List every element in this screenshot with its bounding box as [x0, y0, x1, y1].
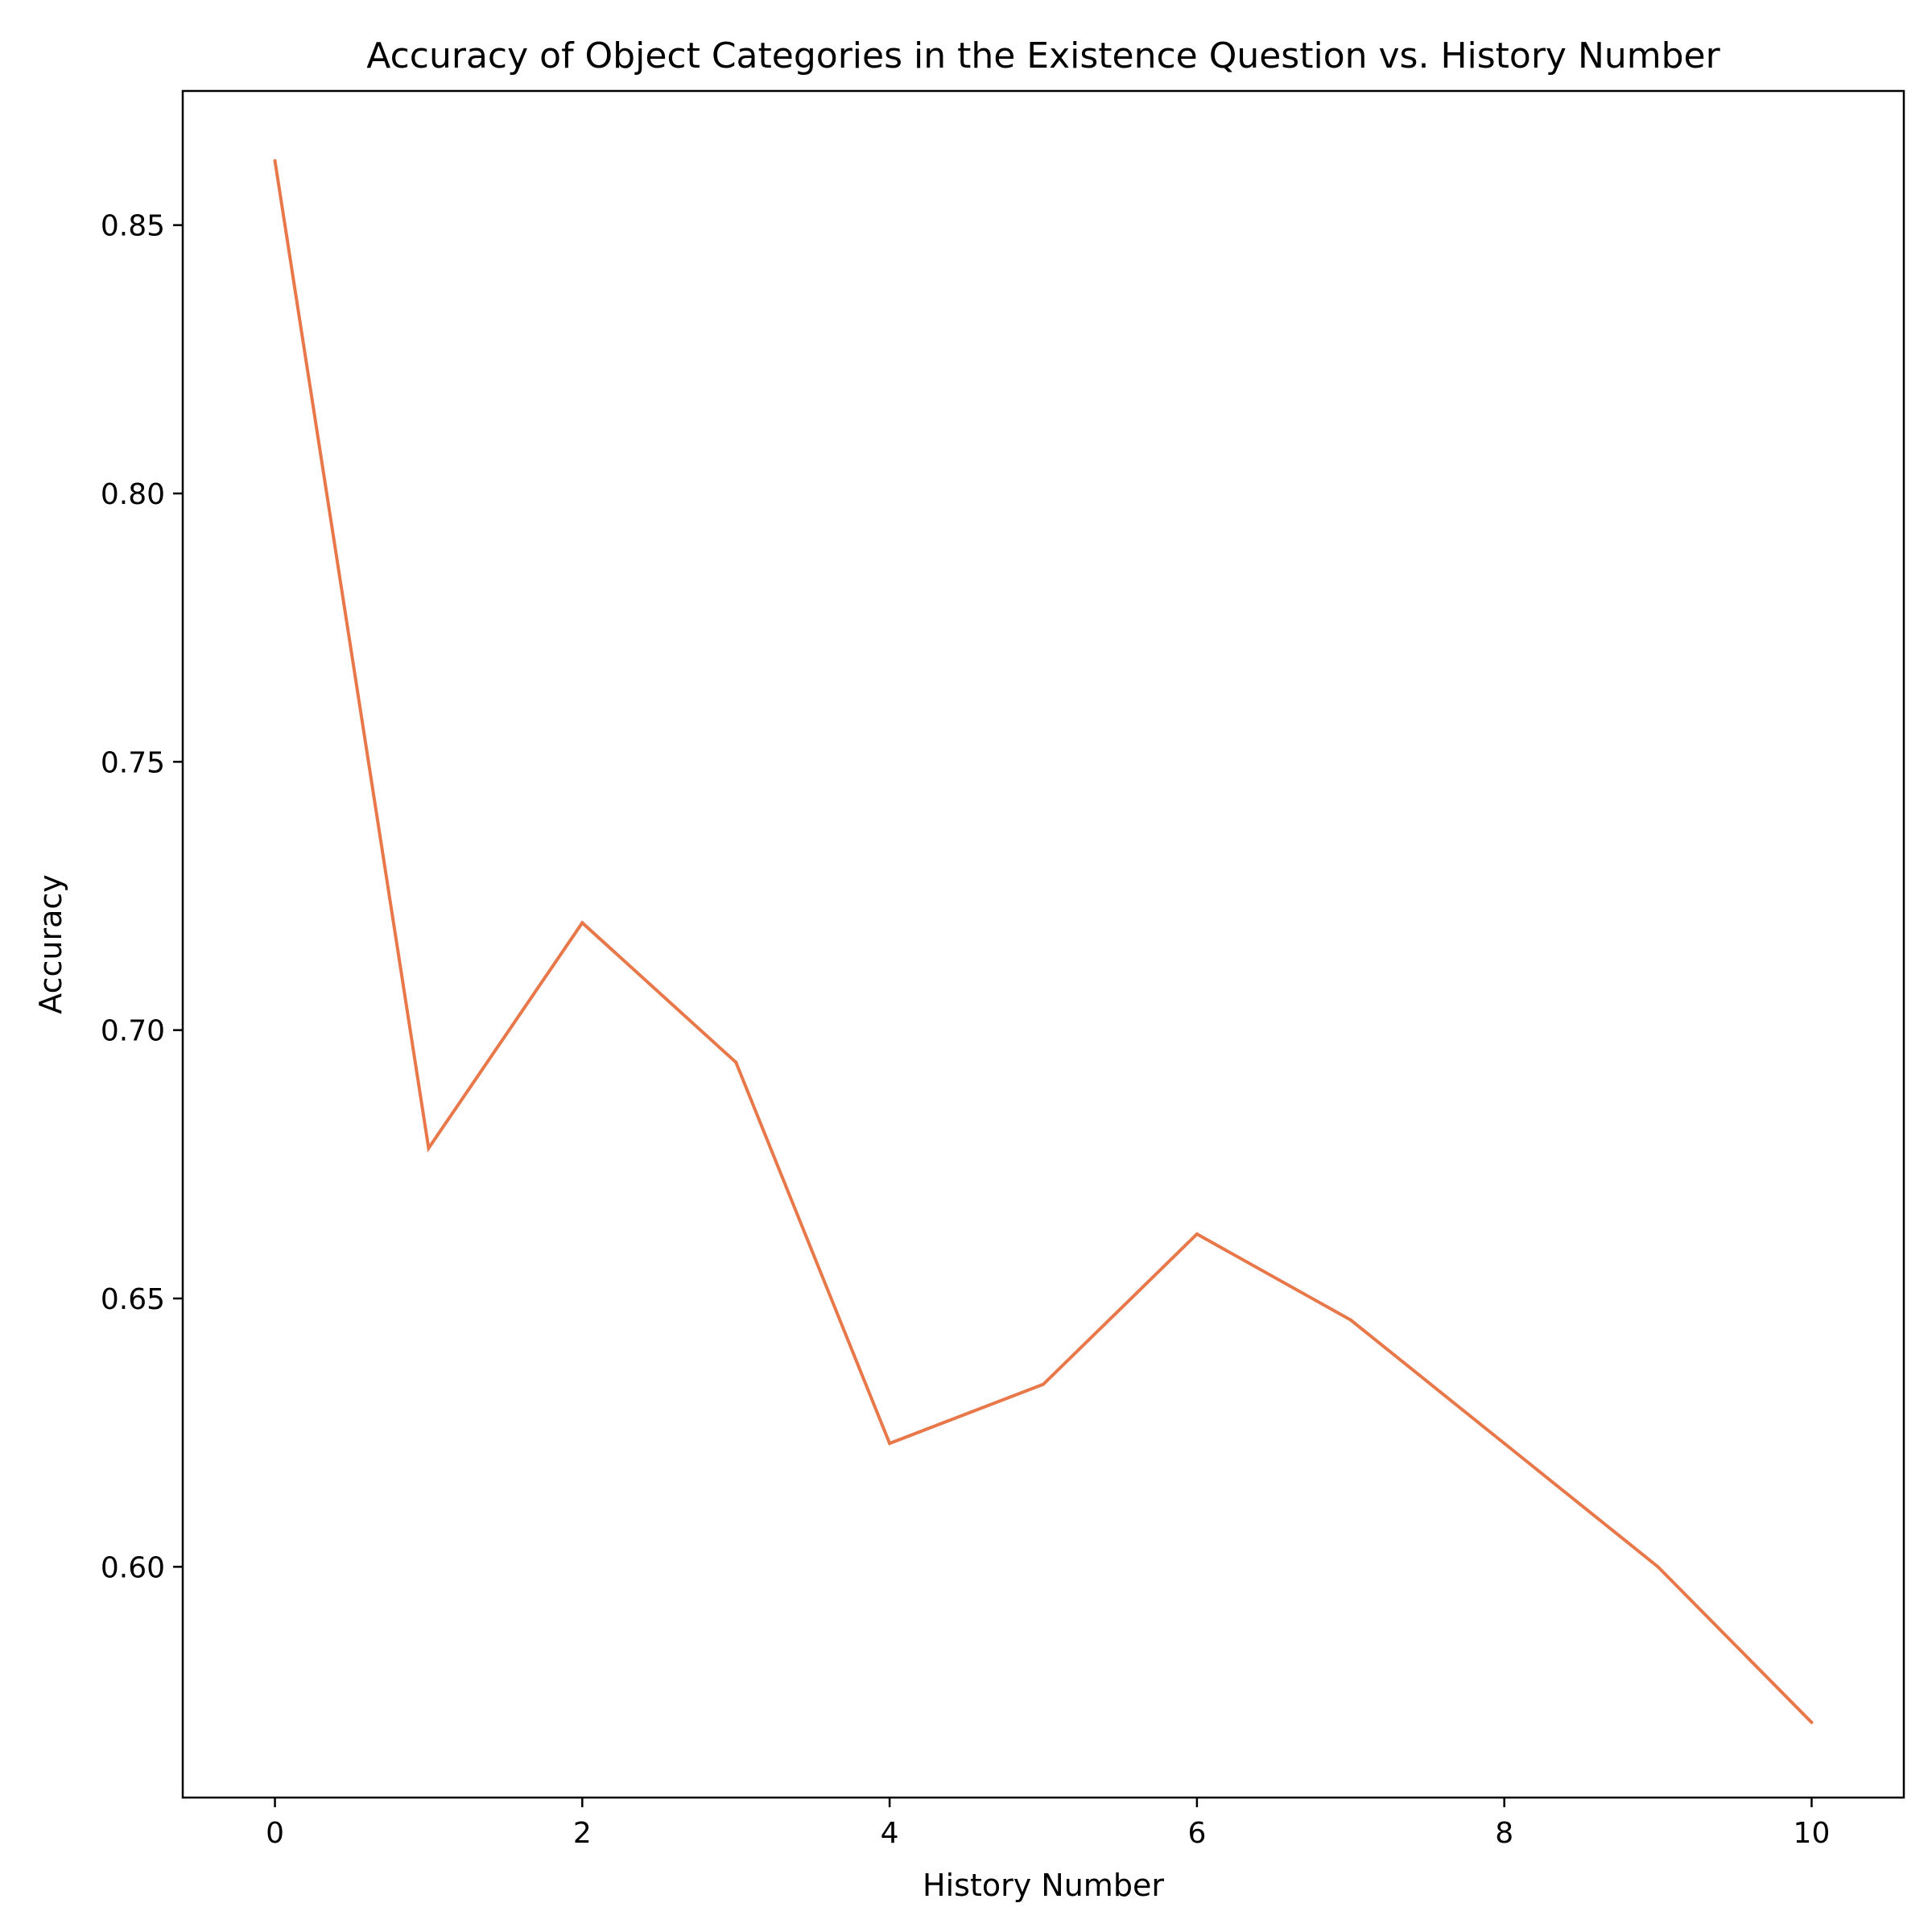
x-tick-label: 2: [573, 1817, 592, 1850]
data-point: [734, 1060, 738, 1064]
x-tick-label: 0: [266, 1817, 284, 1850]
data-point: [888, 1442, 892, 1445]
y-tick-label: 0.85: [101, 210, 165, 243]
data-layer: [273, 159, 1814, 1724]
y-tick-label: 0.65: [101, 1283, 165, 1316]
data-point: [580, 921, 584, 925]
data-point: [1810, 1720, 1814, 1724]
plot-frame: [181, 89, 1905, 1799]
x-tick-label: 8: [1495, 1817, 1513, 1850]
x-tick-label: 4: [881, 1817, 899, 1850]
x-tick-label: 6: [1187, 1817, 1206, 1850]
y-axis-label: Accuracy: [33, 874, 68, 1014]
y-tick-label: 0.60: [101, 1551, 165, 1584]
data-point: [273, 159, 277, 163]
data-point: [1656, 1565, 1660, 1569]
y-tick-label: 0.80: [101, 478, 165, 511]
x-tick-label: 10: [1794, 1817, 1831, 1850]
x-axis: 0 2 4 6 8 10: [266, 1798, 1830, 1850]
y-axis: 0.60 0.65 0.70 0.75 0.80 0.85: [101, 210, 183, 1584]
data-point: [1348, 1318, 1352, 1322]
chart-title: Accuracy of Object Categories in the Exi…: [366, 35, 1720, 76]
x-axis-label: History Number: [923, 1868, 1164, 1903]
data-point: [1042, 1382, 1045, 1386]
data-point: [427, 1146, 431, 1150]
data-point: [1195, 1232, 1199, 1236]
y-tick-label: 0.70: [101, 1015, 165, 1048]
data-point: [1502, 1442, 1506, 1445]
plot-area: [181, 89, 1905, 1799]
y-tick-label: 0.75: [101, 746, 165, 779]
